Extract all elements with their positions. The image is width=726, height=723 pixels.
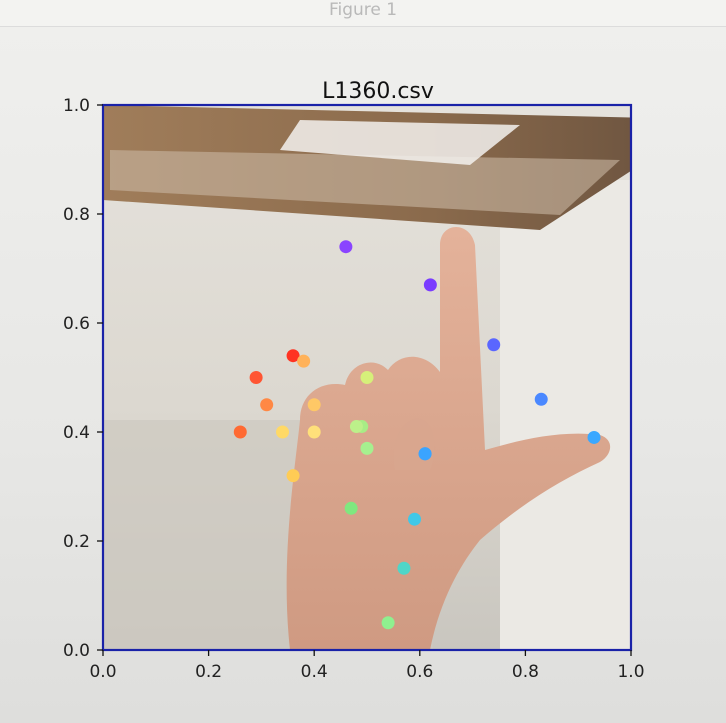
y-tick-label-2: 0.4 [63, 423, 90, 443]
x-tick-label-0: 0.0 [89, 662, 116, 682]
data-point-8 [360, 371, 374, 384]
data-point-20 [534, 392, 548, 406]
y-axis: 0.0 0.2 0.4 0.6 0.8 1.0 [63, 96, 103, 661]
data-point-5 [260, 398, 274, 412]
background-photo [103, 105, 631, 650]
data-point-1 [397, 561, 411, 575]
y-tick-label-1: 0.2 [63, 532, 90, 552]
x-tick-label-5: 1.0 [617, 662, 644, 682]
data-point-6 [249, 371, 263, 384]
data-point-9 [307, 425, 321, 439]
x-tick-label-3: 0.6 [406, 662, 433, 682]
x-tick-label-4: 0.8 [512, 662, 539, 682]
x-axis: 0.0 0.2 0.4 0.6 0.8 1.0 [89, 650, 645, 682]
data-point-12 [297, 354, 311, 368]
y-tick-label-3: 0.6 [63, 314, 90, 334]
data-points [233, 240, 601, 630]
y-tick-label-0: 0.0 [63, 641, 90, 661]
data-point-0 [381, 616, 395, 630]
x-tick-label-2: 0.4 [301, 662, 328, 682]
data-point-4 [276, 425, 290, 439]
data-point-21 [587, 430, 601, 444]
data-point-16 [408, 512, 422, 526]
data-point-18 [418, 447, 432, 461]
window-title-text: Figure 1 [328, 0, 398, 20]
y-tick-label-5: 1.0 [63, 96, 90, 116]
data-point-15 [349, 420, 363, 434]
axes-frame [101, 103, 633, 652]
data-point-23 [423, 278, 437, 292]
data-point-2 [344, 501, 358, 515]
data-point-7 [233, 425, 247, 439]
window-title: Figure 1 [0, 0, 726, 27]
x-tick-label-1: 0.2 [195, 662, 222, 682]
chart-title: L1360.csv [322, 79, 434, 104]
data-point-22 [339, 240, 353, 254]
data-point-10 [307, 398, 321, 412]
data-point-11 [286, 349, 300, 363]
y-tick-label-4: 0.8 [63, 205, 90, 225]
data-point-3 [286, 469, 300, 483]
data-point-13 [360, 441, 374, 455]
data-point-19 [487, 338, 501, 352]
